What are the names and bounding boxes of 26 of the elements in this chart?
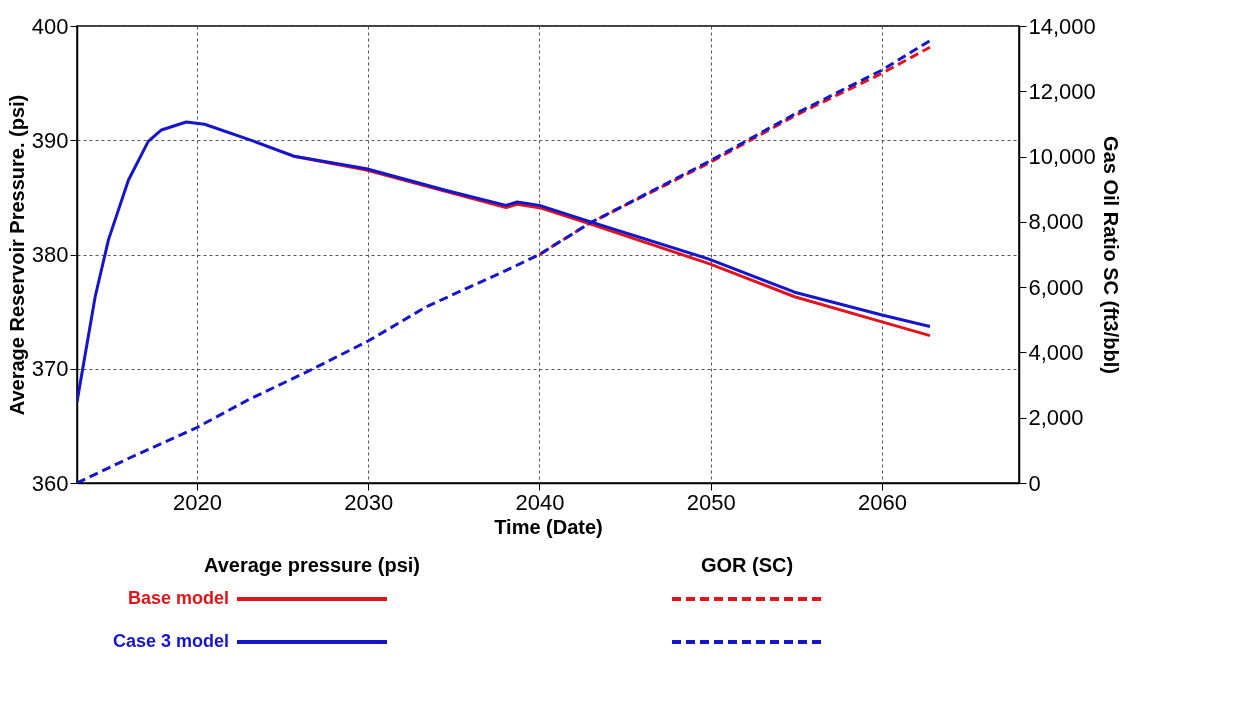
y2-tick-label: 10,000 <box>1028 144 1096 170</box>
text: Average pressure (psi) <box>203 554 421 576</box>
x-tick-label: 2060 <box>858 489 907 515</box>
text: Case 3 model <box>112 631 229 651</box>
y2-tick-label: 6,000 <box>1028 274 1084 300</box>
text: GOR (SC) <box>700 554 794 576</box>
y-tick-label: 380 <box>31 242 69 267</box>
x-tick-label: 2030 <box>344 489 394 515</box>
y2-axis-title: Gas Oil Ratio SC (ft3/bbl) <box>1099 136 1122 374</box>
x-tick-label: 2050 <box>686 489 736 515</box>
y2-tick-label: 4,000 <box>1028 339 1084 365</box>
x-tick-label: 2020 <box>172 489 222 515</box>
y2-tick-label: 0 <box>1028 470 1041 496</box>
x-tick-label: 2040 <box>515 489 565 515</box>
y-tick-label: 390 <box>31 127 69 153</box>
y-tick-label: 370 <box>31 356 69 382</box>
y-tick-label: 400 <box>31 13 69 39</box>
y-axis-title: Average Reservoir Pressure. (psi) <box>5 94 28 416</box>
line-series <box>77 39 932 483</box>
y2-tick-label: 14,000 <box>1028 13 1096 39</box>
y2-tick-label: 12,000 <box>1028 78 1096 104</box>
text: Base model <box>127 588 229 608</box>
x-axis-title: Time (Date) <box>494 515 603 538</box>
y2-tick-label: 8,000 <box>1028 209 1084 235</box>
y-tick-label: 360 <box>31 470 69 496</box>
y2-tick-label: 2,000 <box>1028 405 1084 431</box>
